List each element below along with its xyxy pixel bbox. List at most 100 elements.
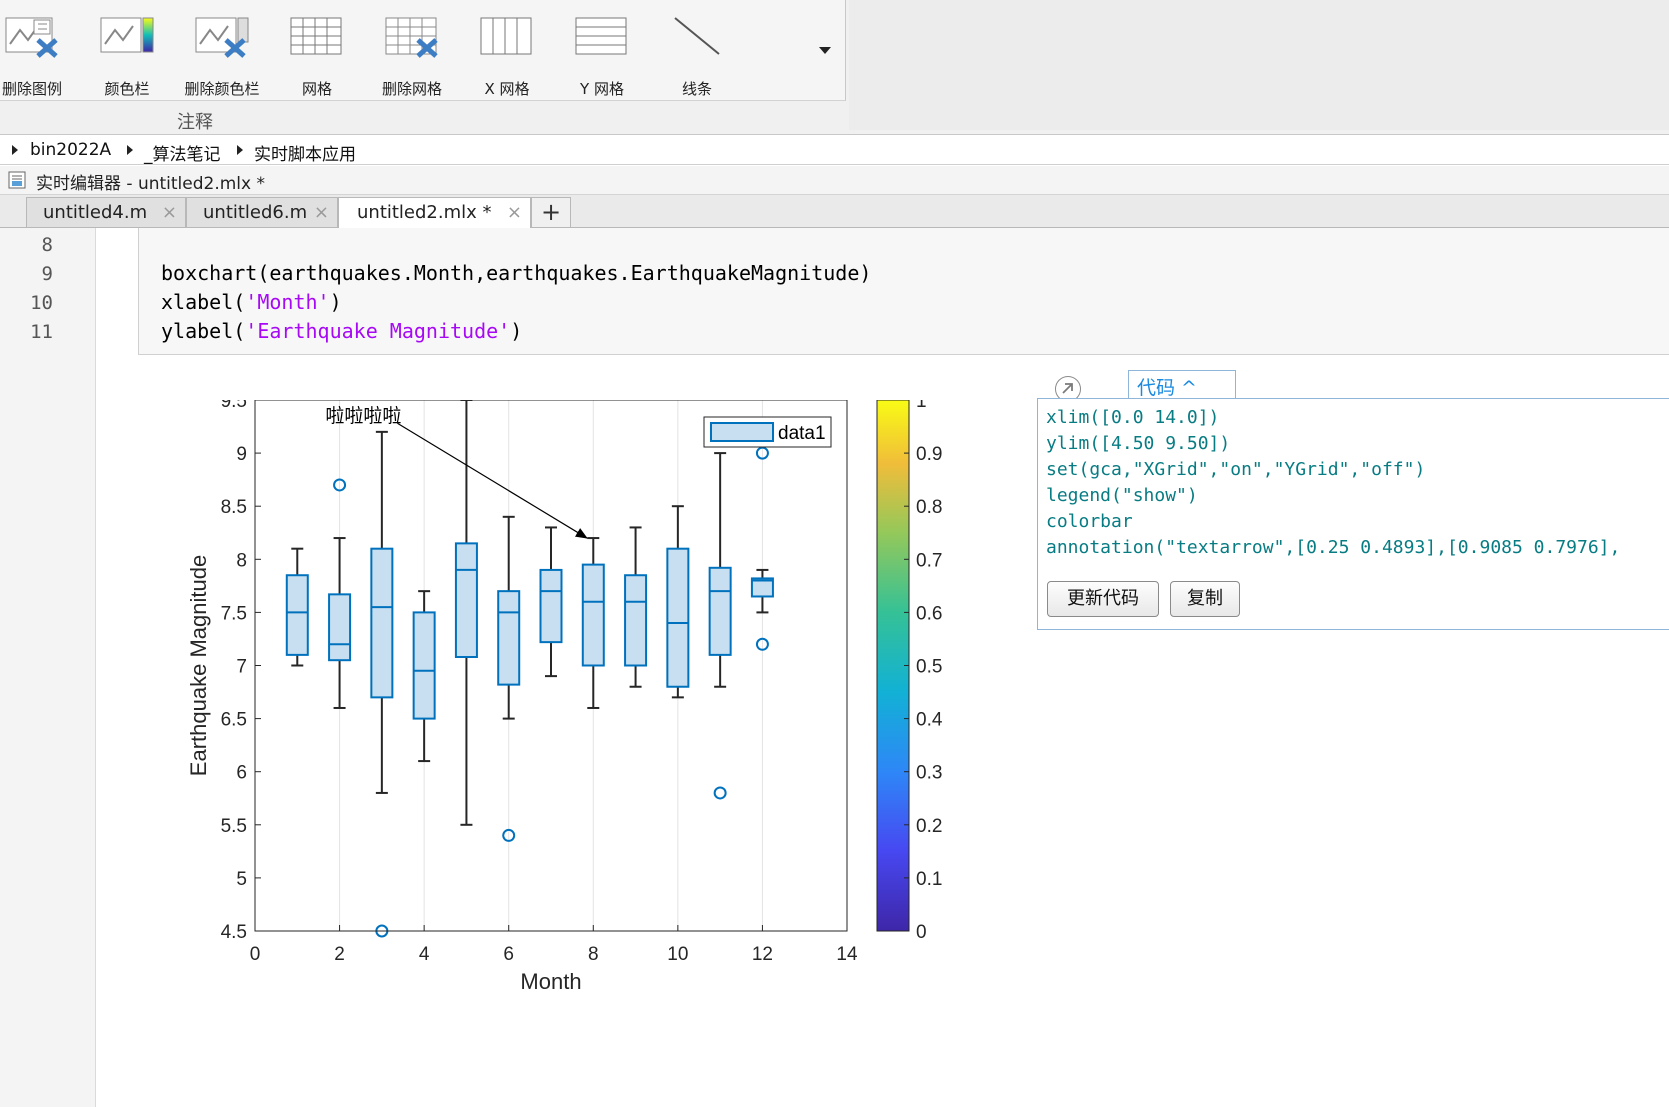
annotation-group-label: 注释 [177, 112, 213, 133]
box-month-7[interactable] [539, 526, 563, 678]
legend[interactable]: data1 [703, 416, 832, 448]
box-month-6[interactable] [497, 515, 521, 842]
breadcrumb-item[interactable]: 实时脚本应用 [254, 145, 356, 165]
delete-colorbar-label: 删除颜色栏 [184, 80, 260, 98]
close-icon[interactable]: × [313, 202, 329, 223]
delete-legend-button[interactable]: 删除图例 [0, 0, 82, 100]
delete-colorbar-button[interactable]: 删除颜色栏 [172, 0, 272, 100]
breadcrumb-item[interactable]: bin2022A [30, 140, 112, 160]
colorbar-tick-label: 0.4 [916, 710, 943, 731]
x-tick-label: 12 [752, 944, 773, 965]
box-month-1[interactable] [285, 547, 309, 667]
colorbar[interactable]: 0 0.1 0.2 0.3 0.4 0.5 0.6 0.7 0.8 0.9 1 [876, 400, 943, 943]
close-icon[interactable]: × [506, 202, 522, 223]
x-grid-icon [480, 17, 532, 55]
box-month-11[interactable] [708, 452, 732, 800]
box-iqr[interactable] [454, 542, 478, 659]
figure-output[interactable]: 0 2 4 6 8 10 12 144.555.566.577.588.599.5 Month… [180, 400, 1020, 1070]
box-month-9[interactable] [624, 526, 648, 688]
editor-title-bar: 实时编辑器 - untitled2.mlx * [0, 166, 1669, 195]
box-iqr[interactable] [750, 577, 774, 598]
grid-button[interactable]: 网格 [267, 0, 367, 100]
y-tick-label: 8.5 [221, 497, 247, 518]
tab-untitled6[interactable]: untitled6.m × [186, 197, 338, 227]
box-iqr[interactable] [412, 611, 436, 720]
colorbar-button[interactable]: 颜色栏 [77, 0, 177, 100]
tab-untitled4[interactable]: untitled4.m × [26, 197, 186, 227]
box-iqr[interactable] [581, 563, 605, 667]
copy-button[interactable]: 复制 [1170, 581, 1240, 617]
box-month-2[interactable] [328, 478, 352, 709]
outlier-point[interactable] [502, 828, 516, 842]
box-month-5[interactable] [454, 400, 478, 826]
box-iqr[interactable] [497, 590, 521, 686]
y-grid-label: Y 网格 [580, 80, 624, 98]
x-tick-label: 0 [250, 944, 261, 965]
line-number-gutter: 8 9 10 11 [0, 228, 96, 1107]
tab-bar: untitled4.m × untitled6.m × untitled2.ml… [0, 195, 1669, 228]
breadcrumb-arrow-icon [127, 145, 133, 155]
box-iqr[interactable] [708, 566, 732, 656]
y-grid-button[interactable]: Y 网格 [552, 0, 652, 100]
outlier-point[interactable] [713, 786, 727, 800]
colorbar-tick-label: 0 [916, 922, 927, 943]
box-iqr[interactable] [370, 547, 394, 699]
colorbar-icon [100, 17, 154, 53]
box-month-8[interactable] [581, 537, 605, 709]
line-button[interactable]: 线条 [647, 0, 747, 100]
update-code-button[interactable]: 更新代码 [1047, 581, 1159, 617]
annotation-text[interactable]: 啦啦啦啦 [325, 405, 401, 427]
tab-label: untitled2.mlx * [357, 202, 492, 223]
box-month-3[interactable] [370, 430, 394, 938]
code-panel-tab[interactable]: 代码 ^ [1128, 370, 1236, 401]
gallery-more-button[interactable] [810, 30, 840, 70]
y-tick-label: 4.5 [221, 922, 247, 943]
box-iqr[interactable] [666, 547, 690, 688]
x-tick-label: 8 [588, 944, 599, 965]
grid-label: 网格 [301, 80, 332, 98]
y-tick-label: 6.5 [221, 710, 247, 731]
breadcrumb-item[interactable]: _算法笔记 [144, 145, 221, 165]
code-panel-line: xlim([0.0 14.0]) [1046, 407, 1220, 428]
text-arrow-annotation[interactable]: 啦啦啦啦 [325, 405, 588, 539]
box-iqr[interactable] [328, 593, 352, 662]
y-tick-label: 5.5 [221, 816, 247, 837]
y-tick-label: 9 [236, 444, 247, 465]
close-icon[interactable]: × [161, 202, 177, 223]
code-line-9[interactable]: boxchart(earthquakes.Month,earthquakes.E… [161, 261, 872, 285]
outlier-point[interactable] [755, 446, 769, 460]
code-line-10[interactable]: xlabel('Month') [161, 290, 342, 314]
box-iqr[interactable] [624, 574, 648, 667]
delete-grid-button[interactable]: 删除网格 [362, 0, 462, 100]
x-grid-button[interactable]: X 网格 [457, 0, 557, 100]
code-panel-line: ylim([4.50 9.50]) [1046, 433, 1231, 454]
tab-label: untitled4.m [43, 202, 148, 223]
code-line-11[interactable]: ylabel('Earthquake Magnitude') [161, 319, 522, 343]
breadcrumb-arrow-icon [12, 145, 18, 155]
box-series[interactable] [285, 400, 774, 938]
box-iqr[interactable] [285, 574, 309, 656]
tab-untitled2[interactable]: untitled2.mlx * × [338, 197, 531, 228]
add-tab-button[interactable]: + [531, 197, 571, 227]
axis-ticks: 0 2 4 6 8 10 12 14 4.5 5 5.5 6 6.5 7 7.5 8 8.5 9 9.5 [221, 400, 858, 965]
code-panel-line: annotation("textarrow",[0.25 0.4893],[0.… [1046, 537, 1621, 558]
x-tick-label: 6 [503, 944, 514, 965]
annotation-arrow[interactable] [397, 422, 588, 539]
y-tick-label: 5 [236, 869, 247, 890]
code-editor[interactable]: boxchart(earthquakes.Month,earthquakes.E… [138, 228, 1669, 355]
box-month-4[interactable] [412, 590, 436, 763]
delete-grid-icon [385, 17, 438, 58]
box-month-12[interactable] [750, 446, 774, 651]
colorbar-tick-label: 0.5 [916, 657, 942, 678]
legend-swatch [710, 422, 774, 442]
box-month-10[interactable] [666, 505, 690, 699]
box-iqr[interactable] [539, 568, 563, 644]
dropdown-arrow-icon [819, 47, 831, 54]
colorbar-tick-label: 0.2 [916, 816, 942, 837]
colorbar-tick-label: 0.7 [916, 550, 942, 571]
colorbar-tick-label: 1 [916, 400, 927, 412]
colorbar-tick-label: 0.6 [916, 603, 942, 624]
code-function: xlabel( [161, 290, 246, 314]
outlier-point[interactable] [333, 478, 347, 492]
outlier-point[interactable] [755, 637, 769, 651]
